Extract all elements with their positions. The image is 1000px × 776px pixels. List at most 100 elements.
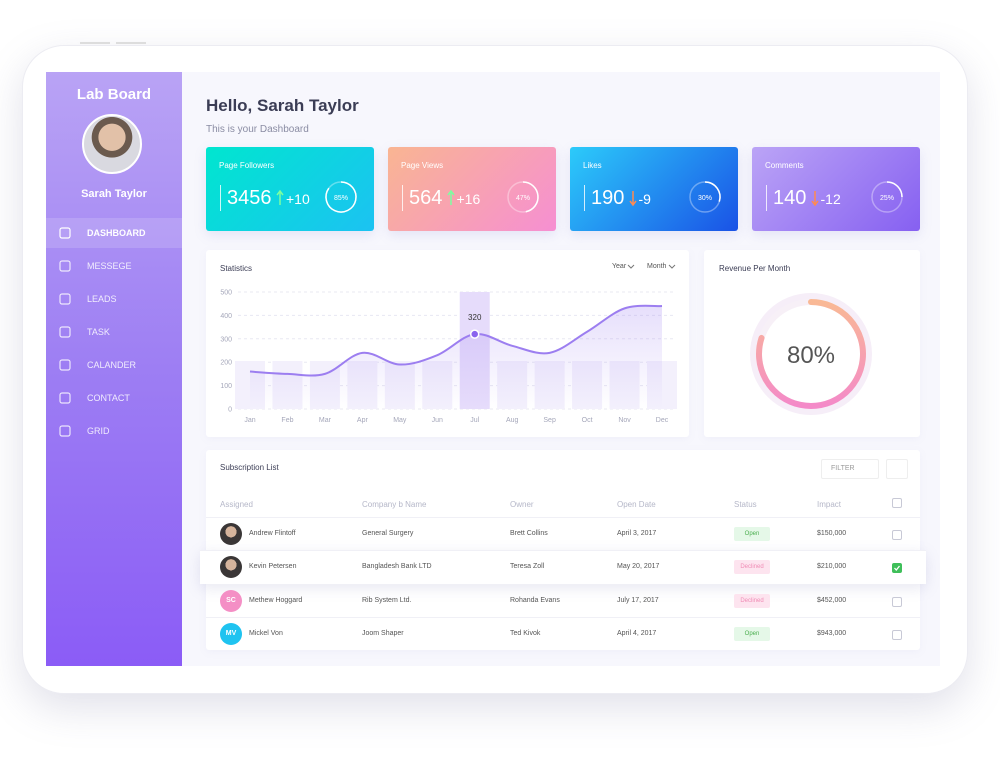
icon-shape	[59, 425, 71, 437]
caret	[668, 264, 676, 269]
x-tick-label: Mar	[319, 417, 332, 424]
trend-arrow-shape	[446, 189, 455, 205]
menu-item[interactable]: LEADS	[46, 284, 182, 314]
menu-item[interactable]: GRID	[46, 416, 182, 446]
card-value: 3456	[227, 187, 272, 209]
menu-item[interactable]: MESSEGE	[46, 251, 182, 281]
menu-item[interactable]: DASHBOARD	[46, 218, 182, 248]
cell-owner: Ted Kivok	[510, 629, 541, 637]
menu-item[interactable]: CONTACT	[46, 383, 182, 413]
x-tick-label: Jul	[470, 417, 479, 424]
ring-label: 85%	[334, 195, 348, 202]
filter-button-label: FILTER	[831, 465, 855, 472]
cell-name: Kevin Petersen	[249, 563, 297, 571]
menu-label: CALANDER	[87, 360, 137, 370]
cell-owner: Rohanda Evans	[510, 596, 560, 604]
card-title: Comments	[765, 161, 804, 170]
row-checkbox[interactable]	[892, 596, 902, 607]
cell-company: Bangladesh Bank LTD	[362, 563, 432, 571]
progress-ring: 47%	[507, 181, 539, 213]
status-label: Declined	[740, 597, 764, 604]
header-checkbox[interactable]	[892, 498, 902, 508]
status-badge: Open	[734, 527, 770, 541]
ring-label: 47%	[516, 195, 530, 202]
row-checkbox[interactable]	[892, 629, 902, 640]
settings-button[interactable]	[886, 459, 908, 479]
trend-arrow-shape	[276, 189, 284, 205]
cell-name: Andrew Flintoff	[249, 530, 296, 537]
donut-shadow	[750, 293, 872, 415]
avatar	[220, 556, 242, 579]
row-checkbox[interactable]	[892, 563, 902, 574]
tablet-button	[116, 42, 146, 44]
card-change: +16	[456, 191, 481, 207]
progress-ring: 25%	[871, 181, 903, 213]
table-row: MV Mickel Von Joom Shaper Ted Kivok April 4,…	[206, 616, 920, 651]
icon-shape	[59, 293, 71, 305]
menu-icon	[59, 359, 71, 371]
avatar-initials: SC	[226, 596, 236, 604]
cell-owner: Brett Collins	[510, 530, 548, 537]
status-badge: Open	[734, 626, 770, 641]
panel-title: Subscription List	[220, 463, 279, 472]
statistics-chart: 0 100 200 300 400 500 Jan Feb Mar Apr May Jun Jul Aug…	[220, 290, 677, 424]
check	[894, 565, 901, 572]
avatar-initials: MV	[225, 629, 237, 637]
area	[250, 305, 662, 409]
status-label: Open	[744, 531, 760, 537]
x-tick-label: May	[393, 417, 407, 424]
x-tick-label: Aug	[506, 417, 519, 424]
menu-label: TASK	[87, 327, 110, 337]
ring-arc	[704, 181, 721, 202]
user-avatar	[82, 114, 142, 174]
highlight-point	[469, 329, 480, 339]
column-header: Owner	[510, 500, 534, 509]
x-tick-label: Dec	[656, 417, 669, 424]
column-header: Open Date	[617, 500, 656, 509]
card-value: 564	[409, 187, 443, 209]
row-checkbox[interactable]	[892, 530, 902, 540]
avatar: SC	[220, 589, 242, 612]
caret	[627, 264, 635, 269]
filter-label: Month	[647, 263, 667, 270]
menu-item[interactable]: CALANDER	[46, 350, 182, 380]
menu-label: GRID	[87, 426, 110, 436]
subscription-panel: Subscription List FILTER Assigned Company b…	[200, 450, 926, 651]
donut-label: 80%	[787, 342, 835, 369]
table-row: Andrew Flintoff General Surgery Brett Coll…	[206, 517, 920, 551]
x-tick-label: Sep	[543, 417, 556, 424]
y-tick-label: 0	[228, 407, 232, 414]
y-tick-label: 500	[220, 290, 232, 297]
status-label: Open	[744, 630, 760, 637]
cell-date: April 4, 2017	[617, 629, 657, 637]
cell-company: Joom Shaper	[362, 629, 404, 637]
trend-arrow	[810, 191, 819, 207]
filter-button[interactable]: FILTER	[821, 459, 879, 479]
filter-dropdown[interactable]: Month	[647, 263, 676, 270]
x-tick-label: Jun	[432, 417, 443, 424]
ring-arc	[886, 181, 903, 198]
filter-dropdown[interactable]: Year	[612, 263, 635, 270]
status-label: Declined	[740, 564, 764, 571]
y-tick-label: 100	[220, 383, 232, 390]
card-title: Page Followers	[219, 161, 275, 170]
icon-shape	[59, 260, 71, 272]
greeting: Hello, Sarah Taylor	[206, 96, 359, 115]
menu-item[interactable]: TASK	[46, 317, 182, 347]
cell-impact: $150,000	[817, 530, 847, 537]
menu-label: CONTACT	[87, 393, 130, 403]
column-header: Impact	[817, 500, 842, 509]
x-tick-label: Jan	[244, 417, 255, 424]
statistics-panel: Statistics Year Month 0 100 200 300 400 500 Jan Fe…	[206, 250, 689, 437]
y-tick-label: 200	[220, 360, 232, 367]
user-name: Sarah Taylor	[81, 188, 147, 200]
menu-icon	[59, 392, 71, 404]
cell-name: Mickel Von	[249, 629, 283, 637]
icon-shape	[59, 227, 71, 239]
x-tick-label: Feb	[281, 417, 293, 424]
menu-icon	[59, 260, 71, 272]
y-tick-label: 300	[220, 336, 232, 343]
progress-ring: 85%	[325, 181, 357, 213]
sidebar: Lab Board Sarah Taylor DASHBOARD MESSEGE L…	[46, 72, 182, 666]
trend-arrow	[446, 189, 455, 205]
